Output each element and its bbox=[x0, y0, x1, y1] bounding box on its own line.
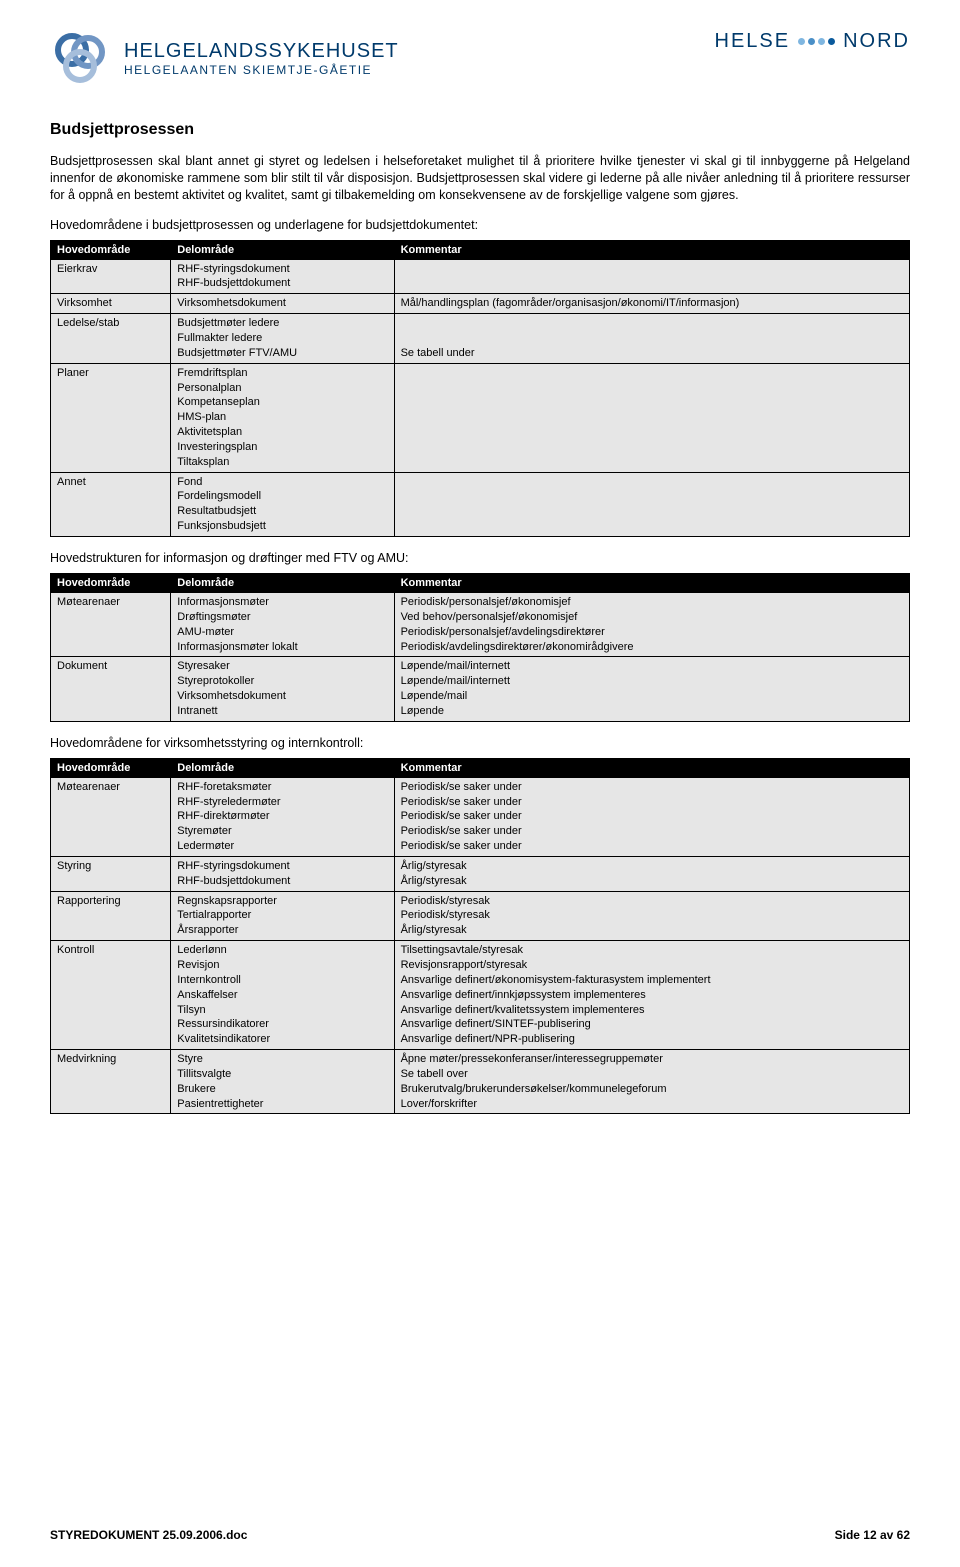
cell: Virksomhet bbox=[51, 294, 171, 314]
cell bbox=[394, 363, 909, 472]
cell: Se tabell under bbox=[394, 314, 909, 364]
cell: Eierkrav bbox=[51, 259, 171, 294]
cell: Åpne møter/pressekonferanser/interessegr… bbox=[394, 1050, 909, 1114]
table-row: DokumentStyresakerStyreprotokollerVirkso… bbox=[51, 657, 910, 721]
col-hovedomrade: Hovedområde bbox=[51, 758, 171, 777]
cell: FondFordelingsmodellResultatbudsjettFunk… bbox=[171, 472, 394, 536]
dots-icon bbox=[798, 38, 835, 45]
table-row: PlanerFremdriftsplanPersonalplanKompetan… bbox=[51, 363, 910, 472]
col-kommentar: Kommentar bbox=[394, 240, 909, 259]
logo-right: HELSE NORD bbox=[715, 30, 910, 53]
cell bbox=[394, 472, 909, 536]
logo-left: HELGELANDSSYKEHUSET HELGELAANTEN SKIEMTJ… bbox=[50, 30, 399, 86]
table-row: MøtearenaerRHF-foretaksmøterRHF-styreled… bbox=[51, 777, 910, 856]
cell: Mål/handlingsplan (fagområder/organisasj… bbox=[394, 294, 909, 314]
subhead-2: Hovedstrukturen for informasjon og drøft… bbox=[50, 551, 910, 565]
page-title: Budsjettprosessen bbox=[50, 121, 910, 139]
col-delomrade: Delområde bbox=[171, 758, 394, 777]
cell: Tilsettingsavtale/styresakRevisjonsrappo… bbox=[394, 941, 909, 1050]
helse-label: HELSE bbox=[715, 30, 791, 53]
table-row: RapporteringRegnskapsrapporterTertialrap… bbox=[51, 891, 910, 941]
cell: RHF-styringsdokumentRHF-budsjettdokument bbox=[171, 856, 394, 891]
cell: Møtearenaer bbox=[51, 592, 171, 656]
cell: Periodisk/se saker underPeriodisk/se sak… bbox=[394, 777, 909, 856]
intro-paragraph: Budsjettprosessen skal blant annet gi st… bbox=[50, 153, 910, 204]
cell: RegnskapsrapporterTertialrapporterÅrsrap… bbox=[171, 891, 394, 941]
cell: Virksomhetsdokument bbox=[171, 294, 394, 314]
col-delomrade: Delområde bbox=[171, 240, 394, 259]
cell: Løpende/mail/internettLøpende/mail/inter… bbox=[394, 657, 909, 721]
table-row: KontrollLederlønnRevisjonInternkontrollA… bbox=[51, 941, 910, 1050]
cell: Medvirkning bbox=[51, 1050, 171, 1114]
page-header: HELGELANDSSYKEHUSET HELGELAANTEN SKIEMTJ… bbox=[50, 30, 910, 86]
cell: Møtearenaer bbox=[51, 777, 171, 856]
col-kommentar: Kommentar bbox=[394, 573, 909, 592]
cell: RHF-styringsdokumentRHF-budsjettdokument bbox=[171, 259, 394, 294]
table-row: MedvirkningStyreTillitsvalgteBrukerePasi… bbox=[51, 1050, 910, 1114]
table-budget-process: Hovedområde Delområde Kommentar Eierkrav… bbox=[50, 240, 910, 537]
org-name-sub: HELGELAANTEN SKIEMTJE-GÅETIE bbox=[124, 63, 399, 77]
rings-icon bbox=[50, 30, 112, 86]
subhead-3: Hovedområdene for virksomhetsstyring og … bbox=[50, 736, 910, 750]
cell: StyresakerStyreprotokollerVirksomhetsdok… bbox=[171, 657, 394, 721]
cell: Dokument bbox=[51, 657, 171, 721]
col-hovedomrade: Hovedområde bbox=[51, 573, 171, 592]
col-delomrade: Delområde bbox=[171, 573, 394, 592]
table-row: Ledelse/stabBudsjettmøter ledereFullmakt… bbox=[51, 314, 910, 364]
cell: LederlønnRevisjonInternkontrollAnskaffel… bbox=[171, 941, 394, 1050]
table-internal-control: Hovedområde Delområde Kommentar Møtearen… bbox=[50, 758, 910, 1115]
cell: Styring bbox=[51, 856, 171, 891]
table-row: EierkravRHF-styringsdokumentRHF-budsjett… bbox=[51, 259, 910, 294]
subhead-1: Hovedområdene i budsjettprosessen og und… bbox=[50, 218, 910, 232]
cell: FremdriftsplanPersonalplanKompetanseplan… bbox=[171, 363, 394, 472]
cell: InformasjonsmøterDrøftingsmøterAMU-møter… bbox=[171, 592, 394, 656]
cell: Kontroll bbox=[51, 941, 171, 1050]
cell: StyreTillitsvalgteBrukerePasientrettighe… bbox=[171, 1050, 394, 1114]
cell: Periodisk/styresakPeriodisk/styresakÅrli… bbox=[394, 891, 909, 941]
cell: Rapportering bbox=[51, 891, 171, 941]
footer-right: Side 12 av 62 bbox=[835, 1528, 910, 1542]
cell: Planer bbox=[51, 363, 171, 472]
col-kommentar: Kommentar bbox=[394, 758, 909, 777]
table-ftv-amu: Hovedområde Delområde Kommentar Møtearen… bbox=[50, 573, 910, 722]
table-row: MøtearenaerInformasjonsmøterDrøftingsmøt… bbox=[51, 592, 910, 656]
org-name-main: HELGELANDSSYKEHUSET bbox=[124, 40, 399, 63]
table-row: AnnetFondFordelingsmodellResultatbudsjet… bbox=[51, 472, 910, 536]
nord-label: NORD bbox=[843, 30, 910, 53]
cell: Budsjettmøter ledereFullmakter ledereBud… bbox=[171, 314, 394, 364]
cell: Årlig/styresakÅrlig/styresak bbox=[394, 856, 909, 891]
cell: RHF-foretaksmøterRHF-styreledermøterRHF-… bbox=[171, 777, 394, 856]
col-hovedomrade: Hovedområde bbox=[51, 240, 171, 259]
table-row: StyringRHF-styringsdokumentRHF-budsjettd… bbox=[51, 856, 910, 891]
cell: Periodisk/personalsjef/økonomisjefVed be… bbox=[394, 592, 909, 656]
cell bbox=[394, 259, 909, 294]
page-footer: STYREDOKUMENT 25.09.2006.doc Side 12 av … bbox=[50, 1528, 910, 1542]
cell: Ledelse/stab bbox=[51, 314, 171, 364]
table-row: VirksomhetVirksomhetsdokumentMål/handlin… bbox=[51, 294, 910, 314]
cell: Annet bbox=[51, 472, 171, 536]
footer-left: STYREDOKUMENT 25.09.2006.doc bbox=[50, 1528, 247, 1542]
